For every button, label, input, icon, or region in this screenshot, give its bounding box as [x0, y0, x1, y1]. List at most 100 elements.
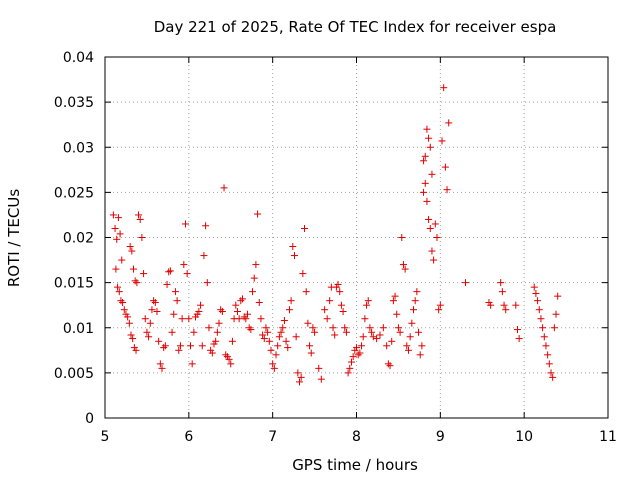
data-point: [428, 247, 436, 255]
data-point: [181, 220, 189, 228]
data-point: [315, 364, 323, 372]
data-point: [361, 315, 369, 323]
data-point: [238, 295, 246, 303]
data-point: [203, 279, 211, 287]
data-point: [117, 297, 125, 305]
data-point: [141, 315, 149, 323]
data-point: [498, 288, 506, 296]
data-point: [544, 351, 552, 359]
data-point: [136, 215, 144, 223]
data-point: [257, 315, 265, 323]
data-point: [217, 306, 225, 314]
data-point: [368, 328, 376, 336]
x-tick-label: 10: [515, 429, 533, 445]
data-point: [426, 143, 434, 151]
data-point: [404, 346, 412, 354]
y-tick-label: 0.02: [63, 231, 94, 247]
data-point: [151, 298, 159, 306]
data-point: [250, 274, 258, 282]
data-point: [124, 313, 132, 321]
data-point: [294, 369, 302, 377]
data-point: [423, 125, 431, 133]
data-point: [119, 298, 127, 306]
data-point: [228, 337, 236, 345]
data-point: [195, 308, 203, 316]
data-point: [225, 355, 233, 363]
data-point: [222, 351, 230, 359]
data-point: [112, 265, 120, 273]
data-point: [359, 333, 367, 341]
data-point: [114, 283, 122, 291]
chart-title: Day 221 of 2025, Rate Of TEC Index for r…: [154, 18, 557, 36]
data-point: [125, 319, 133, 327]
data-point: [413, 288, 421, 296]
x-axis-label: GPS time / hours: [292, 456, 418, 474]
data-point: [379, 324, 387, 332]
data-point: [153, 308, 161, 316]
data-point: [279, 324, 287, 332]
data-point: [158, 364, 166, 372]
grid: [105, 57, 608, 418]
data-point: [342, 328, 350, 336]
data-point: [539, 324, 547, 332]
data-point: [554, 292, 562, 300]
data-point: [118, 256, 126, 264]
data-point: [168, 328, 176, 336]
data-point: [148, 306, 156, 314]
data-point: [391, 292, 399, 300]
data-point: [235, 315, 243, 323]
data-point: [389, 297, 397, 305]
data-point: [461, 279, 469, 287]
data-point: [500, 301, 508, 309]
data-point: [197, 301, 205, 309]
data-point: [441, 163, 449, 171]
data-point: [540, 333, 548, 341]
x-tick-label: 8: [352, 429, 361, 445]
data-point: [275, 333, 283, 341]
data-point: [416, 351, 424, 359]
y-tick-label: 0.025: [54, 185, 94, 201]
data-point: [344, 369, 352, 377]
data-point: [545, 360, 553, 368]
data-point: [403, 342, 411, 350]
data-point: [497, 279, 505, 287]
data-point: [535, 306, 543, 314]
data-point: [220, 184, 228, 192]
data-point: [502, 306, 510, 314]
data-point: [369, 333, 377, 341]
data-point: [116, 230, 124, 238]
data-point: [435, 306, 443, 314]
data-point: [227, 360, 235, 368]
data-point: [512, 301, 520, 309]
data-point: [426, 224, 434, 232]
data-point: [284, 344, 292, 352]
data-point: [353, 344, 360, 352]
data-point: [445, 119, 453, 127]
y-tick-label: 0.04: [63, 50, 94, 66]
data-point: [487, 301, 495, 309]
data-point: [131, 277, 139, 285]
data-point: [418, 342, 426, 350]
data-point: [425, 215, 433, 223]
data-point: [436, 301, 444, 309]
data-point: [329, 324, 337, 332]
data-point: [280, 317, 288, 325]
data-point: [126, 243, 134, 251]
data-point: [133, 279, 141, 287]
data-point: [542, 342, 550, 350]
data-point: [287, 297, 295, 305]
data-point: [423, 197, 431, 205]
data-point: [364, 297, 372, 305]
data-point: [513, 326, 521, 334]
data-point: [515, 335, 523, 343]
data-point: [411, 297, 419, 305]
data-point: [438, 137, 446, 145]
data-point: [115, 288, 123, 296]
data-point: [408, 319, 416, 327]
data-point: [552, 310, 560, 318]
data-point: [410, 306, 418, 314]
data-point: [215, 319, 223, 327]
y-axis-label: ROTI / TECUs: [5, 189, 23, 287]
